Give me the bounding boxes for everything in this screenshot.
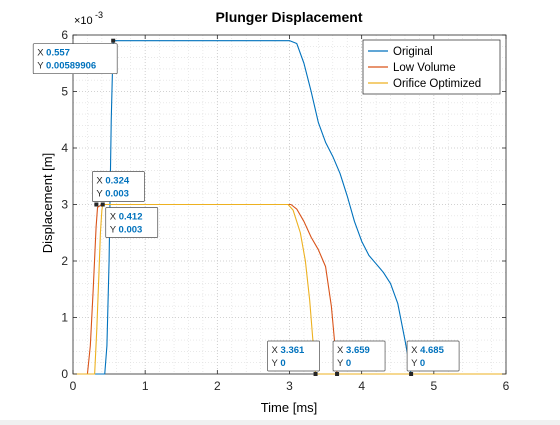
y-tick-label: 4 [61, 141, 68, 155]
x-tick-label: 3 [286, 379, 293, 393]
legend-label-orifice-optimized: Orifice Optimized [393, 78, 481, 90]
x-axis-label: Time [ms] [261, 400, 318, 415]
datatip-x-row: X 3.361 [272, 345, 305, 356]
datatip-x-value: 0.557 [46, 48, 70, 59]
y-tick-label: 2 [61, 254, 68, 268]
datatip-y-label: Y [272, 358, 281, 369]
chart-title: Plunger Displacement [215, 9, 362, 25]
datatip-x-value: 3.659 [346, 345, 370, 356]
datatip-y-value: 0 [280, 358, 285, 369]
y-tick-label: 3 [61, 198, 68, 212]
datatip-x-label: X [272, 345, 281, 356]
datatip-y-value: 0.003 [105, 189, 129, 200]
x-tick-label: 0 [70, 379, 77, 393]
datatip-x-value: 3.361 [281, 345, 305, 356]
datatip-box [32, 43, 118, 75]
datatip-x-row: X 0.557 [37, 48, 70, 59]
datatip-y-value: 0.003 [119, 225, 143, 236]
datatip-marker [409, 372, 414, 376]
datatip-y-row: Y 0 [272, 358, 286, 369]
datatip-marker [335, 372, 340, 376]
y-tick-label: 5 [61, 85, 68, 99]
datatip-y-row: Y 0.003 [96, 189, 129, 200]
datatip-y-label: Y [411, 358, 420, 369]
series-layer [73, 40, 506, 375]
datatip-y-value: 0 [420, 358, 425, 369]
x-tick-label: 6 [503, 379, 510, 393]
series-line-original[interactable] [73, 40, 506, 375]
datatip-x-row: X 3.659 [337, 345, 370, 356]
y-exponent-base: ×10 [74, 15, 93, 27]
datatip-x-row: X 0.412 [110, 212, 143, 223]
x-tick-label: 1 [142, 379, 149, 393]
datatip-y-row: Y 0.003 [110, 225, 143, 236]
datatip-marker [313, 372, 318, 376]
datatip-x-row: X 4.685 [411, 345, 444, 356]
datatip-y-value: 0 [346, 358, 351, 369]
datatip-marker [100, 202, 105, 207]
series-line-low-volume[interactable] [73, 203, 506, 375]
datatip-box [267, 340, 320, 372]
legend-label-low-volume: Low Volume [393, 62, 456, 74]
x-tick-label: 2 [214, 379, 221, 393]
datatip-x-label: X [37, 48, 46, 59]
y-exponent-label: ×10 -3 [74, 10, 103, 27]
datatip-x-label: X [110, 212, 119, 223]
y-exponent-power: -3 [95, 10, 103, 20]
legend[interactable]: Original Low Volume Orifice Optimized [362, 39, 501, 95]
datatip-y-label: Y [110, 225, 119, 236]
datatip-x-label: X [337, 345, 346, 356]
y-tick-label: 0 [61, 367, 68, 381]
y-axis-label: Displacement [m] [40, 153, 55, 253]
datatip-x-value: 0.412 [119, 212, 143, 223]
datatip-y-value: 0.00589906 [46, 61, 96, 72]
datatip-y-label: Y [37, 61, 46, 72]
datatip-y-label: Y [337, 358, 346, 369]
x-tick-label: 4 [358, 379, 365, 393]
datatip-x-row: X 0.324 [96, 176, 129, 187]
datatip-box [105, 207, 159, 238]
series-line-orifice-optimized[interactable] [73, 203, 506, 375]
y-tick-label: 1 [61, 311, 68, 325]
datatip-y-row: Y 0 [411, 358, 425, 369]
datatip-x-label: X [411, 345, 420, 356]
datatip-marker [94, 202, 99, 207]
datatip-box [332, 340, 386, 372]
y-tick-label: 6 [61, 28, 68, 42]
datatip-x-value: 4.685 [420, 345, 444, 356]
datatip-box [406, 340, 460, 372]
datatip-marker [111, 38, 116, 43]
datatip-y-label: Y [96, 189, 105, 200]
legend-label-original: Original [393, 46, 433, 58]
datatip-y-row: Y 0.00589906 [37, 61, 96, 72]
ticks: 0 1 2 3 4 5 6 0 1 2 3 4 5 6 [61, 28, 509, 393]
datatip-y-row: Y 0 [337, 358, 351, 369]
datatip-box [92, 171, 145, 202]
datatip-x-value: 0.324 [105, 176, 129, 187]
datatip-x-label: X [96, 176, 105, 187]
x-tick-label: 5 [430, 379, 437, 393]
